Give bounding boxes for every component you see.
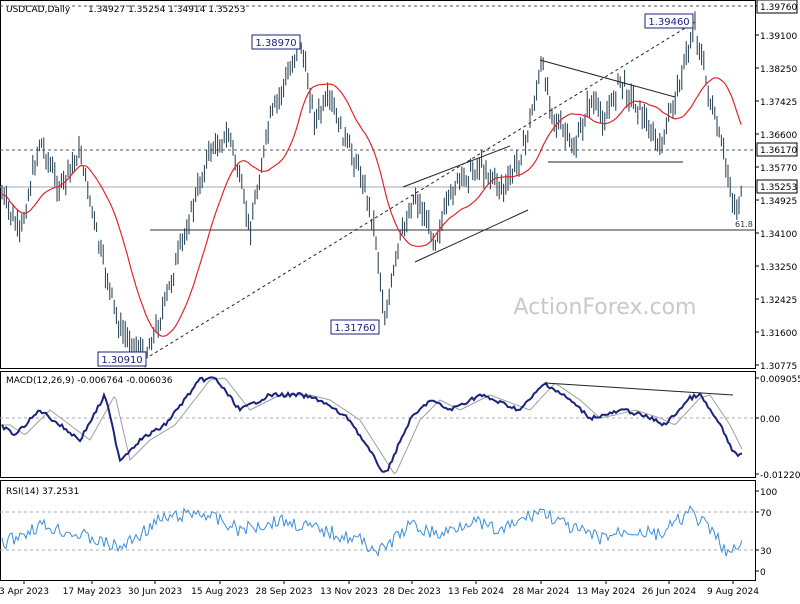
price-tick-label: 1.39100 (760, 32, 797, 42)
x-tick-label: 26 Jun 2024 (642, 587, 696, 597)
price-tick-label: 1.34925 (760, 197, 797, 207)
macd-tick-label: 0.009055 (760, 375, 800, 385)
macd-axis: 0.009055 0.00 -0.012209 (755, 375, 800, 481)
macd-tick-label: 0.00 (760, 415, 780, 425)
rising-trendline-dashed (149, 21, 696, 357)
fib-618-label: 61.8 (735, 220, 753, 229)
price-box-current: 1.35253 (756, 179, 798, 194)
price-tick-label: 1.36600 (760, 131, 797, 141)
rsi-tick-label: 30 (760, 547, 772, 557)
x-tick-label: 28 Mar 2024 (512, 587, 569, 597)
x-tick-label: 13 Nov 2023 (320, 587, 378, 597)
price-tick-label: 1.30775 (760, 362, 797, 372)
x-tick-label: 28 Dec 2023 (383, 587, 441, 597)
ohlc-label: 1.34927 1.35254 1.34914 1.35253 (88, 5, 245, 15)
price-tick-label: 1.33250 (760, 263, 797, 273)
price-tick-label: 1.38250 (760, 65, 797, 75)
rsi-title: RSI(14) 37.2531 (6, 487, 79, 497)
x-tick-label: 28 Sep 2023 (255, 587, 312, 597)
rsi-axis: 100 70 30 0 (755, 488, 777, 578)
rsi-panel-frame (0, 480, 756, 581)
falling-trendline (539, 59, 676, 98)
annotation-30910-label: 1.30910 (101, 355, 142, 366)
annotation-31760: 1.31760 (330, 319, 380, 335)
price-bars (1, 11, 742, 368)
price-axis: 1.39760 1.39100 1.38250 1.37425 1.36600 1.357… (755, 0, 798, 372)
price-box-36170-label: 1.36170 (760, 146, 797, 156)
price-tick-label: 1.31600 (760, 329, 797, 339)
price-panel-frame (0, 0, 756, 369)
annotation-38970-label: 1.38970 (255, 38, 296, 49)
macd-line (1, 376, 743, 473)
price-tick-label: 1.32425 (760, 296, 797, 306)
x-tick-label: 13 May 2024 (577, 587, 636, 597)
annotation-30910: 1.30910 (97, 351, 147, 367)
rsi-tick-label: 100 (760, 488, 777, 498)
moving-average-line (1, 77, 742, 337)
annotation-39460-label: 1.39460 (648, 17, 689, 28)
price-tick-label: 1.39760 (760, 3, 797, 13)
x-tick-label: 3 Apr 2023 (0, 587, 49, 597)
annotation-31760-label: 1.31760 (334, 323, 375, 334)
price-box-top (756, 0, 798, 14)
rsi-tick-label: 0 (760, 568, 766, 578)
annotation-38970: 1.38970 (251, 34, 301, 50)
watermark: ActionForex.com (514, 295, 697, 320)
price-box-36170: 1.36170 (756, 142, 798, 157)
channel-lower (414, 209, 529, 263)
x-tick-label: 15 Aug 2023 (191, 587, 249, 597)
x-tick-label: 9 Aug 2024 (707, 587, 759, 597)
macd-trendline (544, 382, 734, 396)
price-tick-label: 1.34100 (760, 230, 797, 240)
x-tick-label: 30 Jun 2023 (128, 587, 182, 597)
x-tick-label: 17 May 2023 (63, 587, 122, 597)
price-tick-label: 1.37425 (760, 98, 797, 108)
macd-tick-label: -0.012209 (760, 471, 800, 481)
rsi-line (1, 505, 743, 558)
channel-upper (402, 145, 511, 188)
macd-panel-frame (0, 371, 756, 478)
price-tick-label: 1.35770 (760, 164, 797, 174)
symbol-label: USDCAD,Daily (6, 5, 71, 15)
x-tick-label: 13 Feb 2024 (448, 587, 504, 597)
price-box-current-label: 1.35253 (760, 183, 797, 193)
rsi-tick-label: 70 (760, 509, 772, 519)
x-axis: 3 Apr 2023 17 May 2023 30 Jun 2023 15 Aug 2… (0, 580, 759, 597)
macd-title: MACD(12,26,9) -0.006764 -0.006036 (6, 376, 173, 386)
annotation-39460: 1.39460 (644, 13, 694, 29)
macd-signal-line (2, 377, 743, 474)
